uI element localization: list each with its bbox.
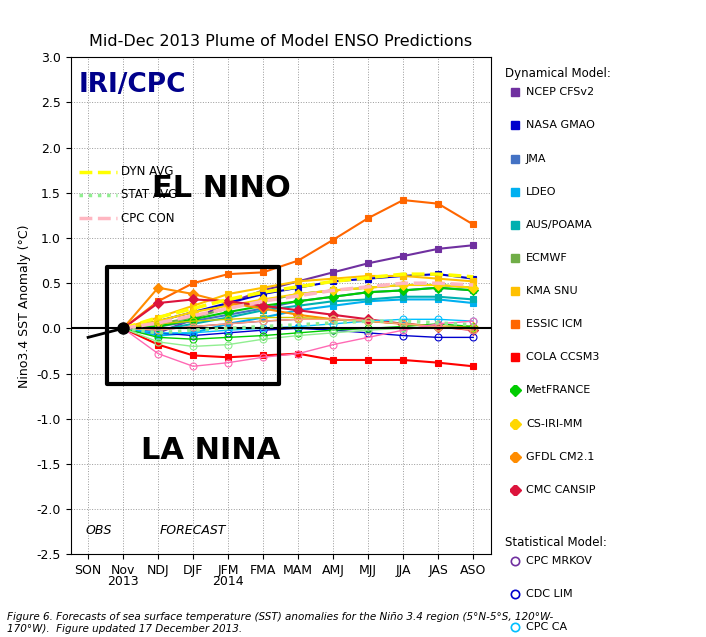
Text: 2013: 2013 (107, 575, 139, 588)
Text: ECMWF: ECMWF (526, 253, 568, 263)
Text: LA NINA: LA NINA (141, 436, 280, 465)
Text: JMA: JMA (526, 154, 546, 164)
Text: 2014: 2014 (213, 575, 244, 588)
Text: DYN AVG: DYN AVG (121, 165, 174, 178)
Text: STAT AVG: STAT AVG (121, 189, 177, 201)
Text: CMC CANSIP: CMC CANSIP (526, 485, 595, 495)
Text: IRI/CPC: IRI/CPC (79, 72, 186, 98)
Text: GFDL CM2.1: GFDL CM2.1 (526, 452, 594, 462)
Text: NCEP CFSv2: NCEP CFSv2 (526, 87, 594, 97)
Text: MetFRANCE: MetFRANCE (526, 385, 591, 396)
Text: Statistical Model:: Statistical Model: (505, 536, 606, 548)
Text: CDC LIM: CDC LIM (526, 589, 573, 599)
Text: Figure 6. Forecasts of sea surface temperature (SST) anomalies for the Niño 3.4 : Figure 6. Forecasts of sea surface tempe… (7, 612, 554, 634)
Text: ESSIC ICM: ESSIC ICM (526, 319, 582, 329)
Text: COLA CCSM3: COLA CCSM3 (526, 352, 599, 362)
Text: FORECAST: FORECAST (160, 524, 227, 538)
Text: CPC CA: CPC CA (526, 622, 567, 633)
Text: NASA GMAO: NASA GMAO (526, 120, 595, 131)
Text: CPC MRKOV: CPC MRKOV (526, 556, 592, 566)
Title: Mid-Dec 2013 Plume of Model ENSO Predictions: Mid-Dec 2013 Plume of Model ENSO Predict… (89, 34, 472, 49)
Text: KMA SNU: KMA SNU (526, 286, 578, 296)
Text: CPC CON: CPC CON (121, 212, 174, 225)
Text: LDEO: LDEO (526, 187, 556, 197)
Y-axis label: Nino3.4 SST Anomaly (°C): Nino3.4 SST Anomaly (°C) (18, 224, 31, 387)
Bar (107, 267, 279, 384)
Text: EL NINO: EL NINO (152, 174, 290, 203)
Text: OBS: OBS (85, 524, 112, 538)
Text: CS-IRI-MM: CS-IRI-MM (526, 419, 582, 429)
Text: Dynamical Model:: Dynamical Model: (505, 67, 611, 80)
Text: AUS/POAMA: AUS/POAMA (526, 220, 593, 230)
